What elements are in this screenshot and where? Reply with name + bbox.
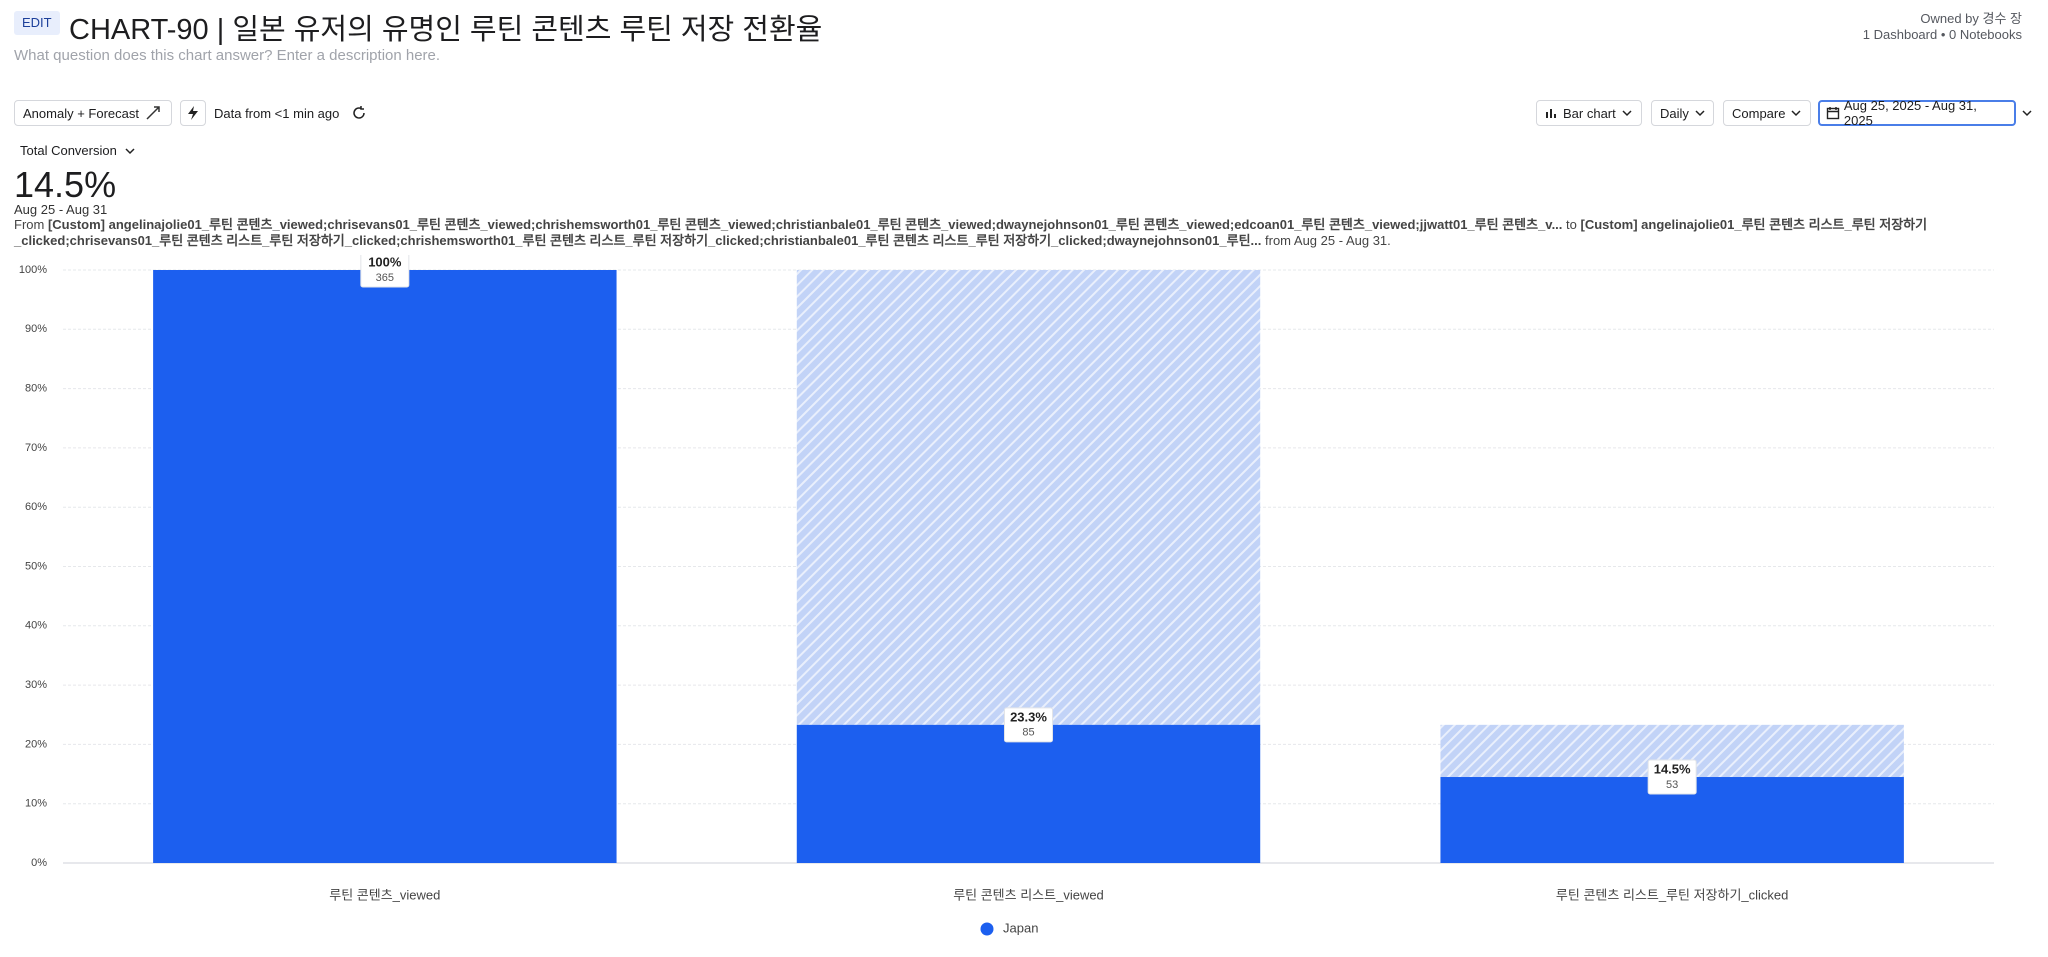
date-range-label: Aug 25, 2025 - Aug 31, 2025: [1843, 98, 1977, 128]
metric-selector[interactable]: Total Conversion: [20, 143, 135, 158]
bolt-icon: [188, 106, 198, 120]
y-tick-label: 40%: [25, 620, 47, 632]
date-chevron[interactable]: [2021, 108, 2033, 118]
label-box: [360, 255, 410, 288]
x-tick-label: 루틴 콘텐츠 리스트_루틴 저장하기_clicked: [1556, 887, 1788, 902]
funnel-description: From [Custom] angelinajolie01_루틴 콘텐츠_vie…: [14, 217, 2034, 249]
compare-label: Compare: [1732, 105, 1786, 121]
y-tick-label: 80%: [25, 383, 47, 395]
y-tick-label: 30%: [25, 679, 47, 691]
y-tick-label: 60%: [25, 501, 47, 513]
bar: [796, 724, 1261, 863]
description[interactable]: What question does this chart answer? En…: [14, 47, 441, 64]
value-label: 23.3%: [1010, 709, 1047, 724]
y-tick-label: 20%: [25, 738, 47, 750]
chart-title[interactable]: CHART-90 | 일본 유저의 유명인 루틴 콘텐츠 루틴 저장 전환율: [69, 14, 823, 46]
legend-label: Japan: [1003, 920, 1038, 935]
count-label: 85: [1022, 727, 1034, 739]
y-tick-label: 0%: [31, 857, 47, 869]
from-word: From: [14, 217, 45, 232]
label-box: [1647, 759, 1697, 795]
y-tick-label: 100%: [19, 264, 47, 276]
count-label: 365: [376, 272, 394, 284]
date-range-button[interactable]: Aug 25, 2025 - Aug 31, 2025: [1818, 98, 2016, 128]
chevron: [125, 147, 135, 154]
y-tick-label: 50%: [25, 560, 47, 572]
anomaly-button[interactable]: Anomaly + Forecast: [14, 100, 172, 126]
refresh-mode-button[interactable]: [180, 100, 206, 126]
icon: [1546, 109, 1556, 118]
to-events: [Custom] angelinajolie01_루틴 콘텐츠 리스트_루틴 저…: [14, 217, 1928, 248]
count-label: 53: [1666, 779, 1678, 791]
y-tick-label: 10%: [25, 798, 47, 810]
value-label: 100%: [368, 255, 402, 269]
y-tick-label: 90%: [25, 323, 47, 335]
anomaly-label: Anomaly + Forecast: [23, 105, 139, 121]
summary-period: Aug 25 - Aug 31: [14, 202, 108, 217]
metric-label: Total Conversion: [20, 143, 117, 158]
from-events: [Custom] angelinajolie01_루틴 콘텐츠_viewed;c…: [47, 217, 1563, 232]
edit-badge[interactable]: EDIT: [14, 11, 60, 35]
chevron: [1791, 110, 1801, 117]
drop-off: [796, 270, 1261, 725]
chart-type-label: Bar chart: [1563, 105, 1616, 121]
usage[interactable]: 1 Dashboard • 0 Notebooks: [1862, 27, 2022, 42]
calendar-icon: [1826, 107, 1840, 120]
summary-value: 14.5%: [14, 164, 117, 205]
freshness: Data from <1 min ago: [214, 106, 340, 121]
range-note: from Aug 25 - Aug 31.: [1265, 233, 1391, 248]
interval-label: Daily: [1660, 105, 1689, 121]
chart-type-button[interactable]: Bar chart: [1536, 100, 1642, 126]
owner: Owned by 경수 장: [1920, 11, 2022, 26]
compare-button[interactable]: Compare: [1723, 100, 1811, 126]
interval-button[interactable]: Daily: [1651, 100, 1714, 126]
bar: [153, 270, 617, 863]
chart: 0% 10% 20% 30% 40% 50% 60% 70% 80% 90% 100% 100% 365…: [19, 255, 1994, 936]
value-label: 14.5%: [1654, 761, 1691, 776]
chevron: [1695, 110, 1705, 117]
y-tick-label: 70%: [25, 442, 47, 454]
x-tick-label: 루틴 콘텐츠 리스트_viewed: [953, 887, 1104, 902]
x-tick-label: 루틴 콘텐츠_viewed: [329, 887, 440, 902]
icon: [146, 106, 160, 120]
legend-swatch: [980, 922, 994, 936]
chevron: [1622, 110, 1632, 117]
refresh-icon[interactable]: [351, 105, 367, 121]
label-box: [1004, 707, 1053, 743]
to-word: to: [1566, 217, 1577, 232]
